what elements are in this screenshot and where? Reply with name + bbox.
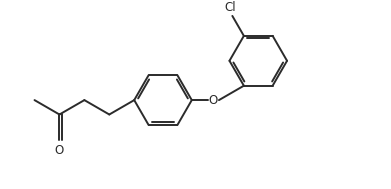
Text: O: O — [55, 144, 64, 157]
Text: O: O — [209, 94, 218, 107]
Text: Cl: Cl — [224, 1, 236, 14]
